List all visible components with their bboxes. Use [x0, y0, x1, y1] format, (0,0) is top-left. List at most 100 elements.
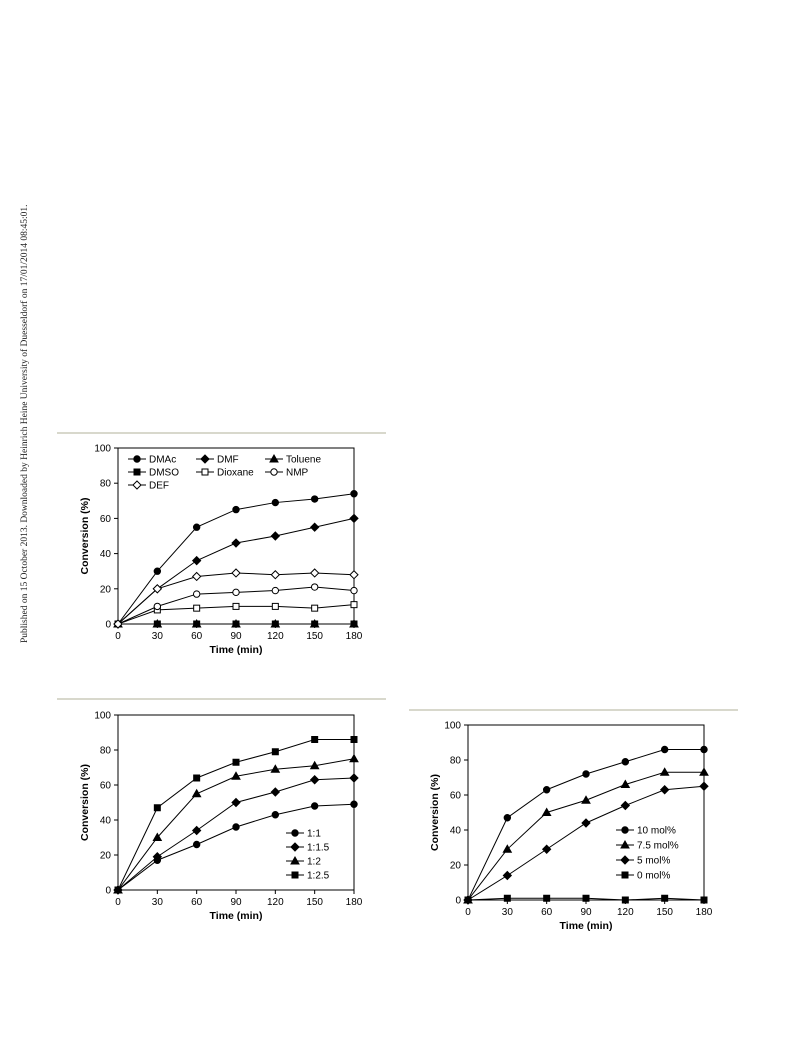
data-point — [541, 807, 552, 816]
data-point — [699, 781, 709, 791]
data-point — [349, 513, 359, 524]
legend-marker — [133, 468, 141, 476]
legend-marker — [269, 453, 279, 463]
legend-label: Toluene — [286, 455, 321, 466]
data-point — [191, 788, 202, 798]
y-tick-label: 40 — [450, 826, 462, 837]
watermark: Published on 15 October 2013. Downloaded… — [4, 150, 30, 650]
legend-marker — [620, 839, 630, 849]
chart-ratio-effect: 0 20 40 60 80 100 0 30 60 90 120 150 180 Time (min) Co… — [70, 706, 375, 946]
data-point — [271, 811, 280, 819]
x-tick-label: 30 — [152, 897, 164, 908]
data-point — [271, 602, 279, 610]
data-point — [700, 745, 708, 754]
x-tick-label: 60 — [541, 907, 553, 918]
legend-marker — [291, 829, 299, 837]
x-tick-label: 0 — [115, 631, 121, 642]
divider-line — [57, 432, 386, 434]
legend-item: 5 mol% — [616, 855, 670, 867]
data-point — [502, 870, 513, 881]
data-point — [350, 620, 358, 628]
divider-line — [409, 709, 738, 711]
legend-label: 7.5 mol% — [637, 841, 679, 852]
data-point — [349, 570, 359, 580]
data-point — [191, 555, 202, 566]
y-tick-label: 40 — [100, 549, 112, 560]
data-point — [659, 767, 670, 776]
legend-item: 0 mol% — [616, 871, 670, 882]
data-point — [464, 896, 472, 904]
data-point — [310, 583, 319, 591]
y-axis-label: Conversion (%) — [79, 497, 91, 574]
data-point — [659, 785, 670, 795]
data-point — [113, 619, 123, 629]
data-point — [232, 588, 240, 597]
data-point — [621, 758, 630, 766]
data-point — [153, 804, 161, 812]
data-point — [192, 840, 201, 849]
legend-item: DMAc — [128, 455, 176, 466]
legend-label: 5 mol% — [637, 856, 670, 867]
y-tick-label: 40 — [100, 816, 112, 827]
y-tick-label: 20 — [100, 584, 112, 595]
series-1-2-5 — [114, 736, 358, 894]
x-tick-label: 30 — [152, 631, 164, 642]
y-axis-label: Conversion (%) — [429, 774, 441, 851]
legend-marker — [270, 468, 278, 476]
series-7-5-mol- — [463, 767, 709, 904]
legend-label: DMF — [217, 455, 239, 466]
legend: 10 mol% 7.5 mol% 5 mol% 0 mol% — [616, 826, 679, 882]
data-point — [231, 568, 241, 578]
y-tick-label: 60 — [100, 514, 112, 525]
chart-catalyst-loading: 0 20 40 60 80 100 0 30 60 90 120 150 180 Time (min) Co… — [420, 716, 725, 956]
legend-label: 0 mol% — [637, 871, 670, 882]
y-tick-label: 0 — [105, 620, 111, 631]
data-point — [581, 795, 591, 804]
legend-item: 1:2.5 — [286, 871, 330, 882]
data-point — [311, 736, 319, 743]
data-point — [541, 844, 552, 854]
legend: 1:1 1:1.5 1:2 1:2.5 — [286, 829, 330, 882]
legend-label: 1:1.5 — [307, 843, 330, 854]
data-point — [503, 814, 512, 822]
data-point — [192, 590, 201, 598]
x-axis-label: Time (min) — [210, 644, 263, 656]
legend-marker — [133, 455, 141, 463]
x-tick-label: 60 — [191, 897, 203, 908]
data-point — [270, 764, 281, 773]
data-point — [310, 802, 319, 810]
legend-item: 1:2 — [286, 855, 321, 868]
legend-marker — [200, 454, 210, 464]
series-1-2 — [113, 753, 359, 894]
legend-label: DEF — [149, 481, 169, 492]
legend-label: Dioxane — [217, 468, 254, 479]
y-tick-label: 20 — [100, 851, 112, 862]
data-point — [270, 570, 281, 580]
data-point — [350, 736, 358, 743]
y-axis-label: Conversion (%) — [79, 764, 91, 841]
data-point — [700, 896, 708, 904]
x-tick-label: 90 — [230, 631, 242, 642]
x-tick-label: 150 — [306, 631, 323, 642]
chart-svg: 0 20 40 60 80 100 0 30 60 90 120 150 180 Time (min) Co… — [429, 721, 713, 933]
data-point — [309, 760, 320, 770]
data-point — [232, 602, 240, 610]
legend-item: Toluene — [265, 453, 321, 466]
data-point — [349, 753, 359, 763]
data-point — [153, 567, 162, 575]
legend-item: 1:1 — [286, 829, 321, 840]
data-point — [270, 787, 281, 797]
data-point — [152, 584, 163, 594]
series-dmso — [114, 620, 358, 628]
data-point — [661, 894, 669, 902]
series-10-mol- — [464, 745, 708, 904]
data-point — [231, 797, 241, 808]
data-point — [192, 523, 201, 531]
x-axis-label: Time (min) — [210, 910, 263, 922]
y-tick-label: 100 — [94, 711, 111, 722]
legend-marker — [621, 871, 629, 879]
legend-item: DMF — [196, 454, 239, 466]
data-point — [582, 770, 590, 778]
data-point — [191, 571, 202, 582]
data-point — [193, 604, 201, 612]
